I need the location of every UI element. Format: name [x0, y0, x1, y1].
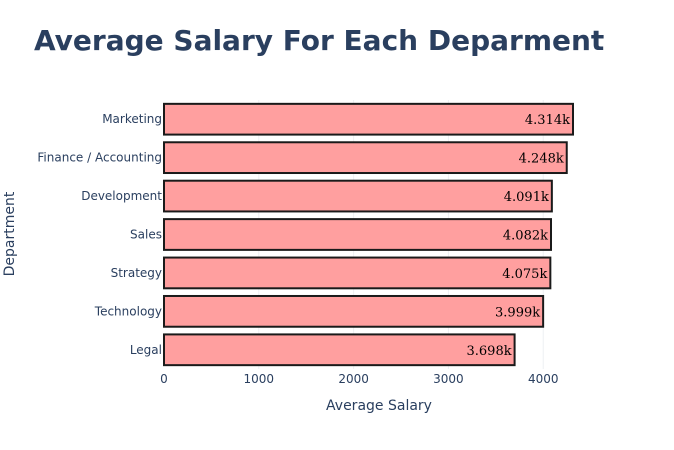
bar-development: [163, 179, 553, 213]
x-tick-label: 2000: [338, 372, 369, 386]
bar-value-label: 4.082k: [503, 229, 548, 244]
x-axis-ticks: 0 1000 2000 3000 4000: [160, 372, 558, 386]
bar-value-label: 4.075k: [502, 267, 547, 282]
x-tick-label: 0: [160, 372, 168, 386]
bar-value-label: 4.314k: [525, 113, 570, 128]
y-tick-label: Strategy: [111, 266, 162, 280]
x-tick-label: 4000: [528, 372, 559, 386]
y-axis-ticks: Marketing Finance / Accounting Development…: [37, 112, 162, 357]
y-tick-label: Finance / Accounting: [37, 151, 162, 165]
y-tick-label: Marketing: [102, 112, 162, 126]
y-axis-title: Department: [2, 191, 18, 276]
bar-legal: [163, 333, 516, 367]
bar-value-label: 3.698k: [467, 344, 512, 359]
chart-title: Average Salary For Each Deparment: [34, 24, 604, 57]
x-axis-title: Average Salary: [326, 398, 432, 414]
y-tick-label: Legal: [130, 343, 162, 357]
y-tick-label: Technology: [94, 304, 162, 318]
y-tick-label: Sales: [130, 228, 162, 242]
x-tick-label: 3000: [433, 372, 464, 386]
bar-strategy: [163, 256, 552, 290]
bar-value-label: 4.248k: [519, 152, 564, 167]
bars: [163, 102, 574, 367]
bar-value-labels: 4.314k 4.248k 4.091k 4.082k 4.075k 3.999k 3.69…: [467, 113, 571, 359]
y-tick-label: Development: [81, 189, 162, 203]
bar-finance-accounting: [163, 141, 568, 175]
bar-marketing: [163, 102, 574, 136]
bar-value-label: 3.999k: [495, 305, 540, 320]
x-tick-label: 1000: [244, 372, 275, 386]
bar-technology: [163, 294, 545, 328]
bar-value-label: 4.091k: [504, 190, 549, 205]
bar-sales: [163, 218, 553, 251]
